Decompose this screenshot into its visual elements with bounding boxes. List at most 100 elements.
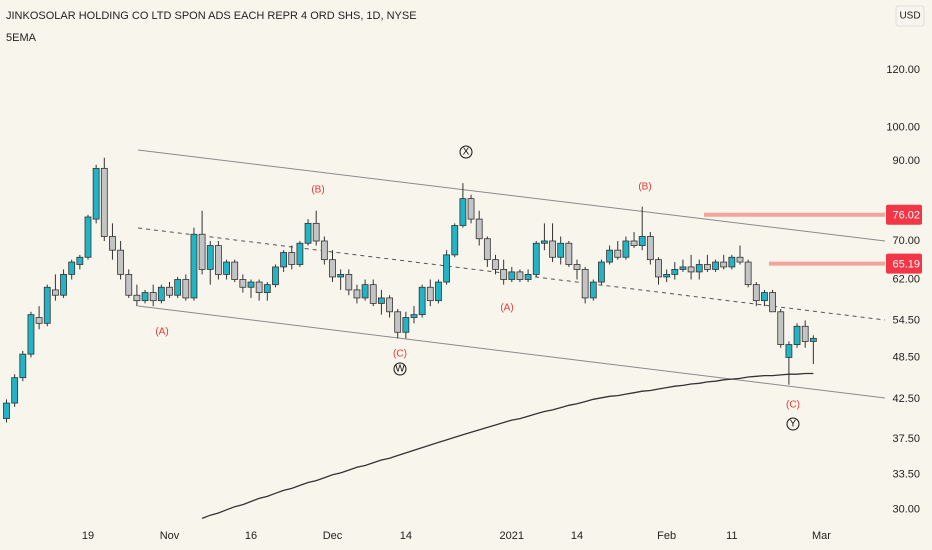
candle-body: [11, 377, 19, 404]
candle-body: [573, 264, 581, 270]
candle-body: [606, 249, 613, 263]
y-tick-label: 48.50: [892, 351, 920, 363]
y-tick-label: 70.00: [892, 235, 920, 247]
candle-body: [793, 325, 801, 345]
candle-body: [769, 292, 776, 313]
candle-body: [312, 222, 320, 242]
candle-body: [752, 284, 760, 302]
x-tick-label: Mar: [812, 530, 831, 542]
candle-body: [728, 256, 736, 268]
y-tick-label: 33.50: [892, 469, 920, 481]
candle-body: [353, 289, 361, 299]
candle-body: [52, 289, 59, 296]
y-tick-label: 42.50: [892, 393, 920, 405]
candle-body: [377, 297, 385, 304]
price-tag-label: 76.02: [892, 210, 920, 222]
candle-body: [475, 218, 483, 240]
plot: [3, 157, 817, 520]
currency-box[interactable]: [895, 5, 925, 27]
candle-body: [426, 286, 434, 302]
candle-body: [720, 261, 728, 268]
candle-body: [532, 242, 540, 275]
candle-body: [247, 281, 255, 288]
candle-body: [337, 274, 345, 278]
candle-body: [190, 233, 198, 299]
x-tick-label: Nov: [160, 530, 180, 542]
candle-body: [125, 274, 133, 296]
candle-body: [467, 198, 475, 220]
wave-label: (A): [500, 303, 513, 314]
x-tick-label: 19: [82, 530, 94, 542]
wave-circle: [459, 145, 473, 159]
candle-body: [329, 259, 336, 278]
y-tick-label: 100.00: [886, 122, 920, 134]
candle-body: [345, 274, 353, 291]
candle-body: [60, 274, 67, 296]
candle-body: [27, 314, 35, 355]
ema-line: [201, 372, 814, 520]
candle-body: [744, 261, 752, 286]
wave-label: Y: [790, 419, 797, 430]
candle-body: [239, 279, 247, 288]
candle-body: [68, 261, 76, 275]
candle-body: [43, 286, 51, 324]
candle-body: [263, 284, 271, 293]
candle-body: [410, 314, 418, 318]
candle-body: [435, 281, 442, 302]
candle-body: [459, 198, 467, 226]
wave-label: (B): [638, 182, 651, 193]
candle-body: [255, 281, 263, 293]
candle-body: [133, 294, 141, 302]
candle-body: [149, 292, 157, 302]
candle-body: [35, 317, 43, 324]
y-tick-label: 54.50: [892, 314, 920, 326]
candle-body: [622, 240, 630, 258]
x-tick-label: 11: [726, 530, 737, 542]
candle-body: [557, 242, 565, 258]
candle-body: [549, 240, 556, 258]
candle-body: [402, 317, 410, 333]
candle-body: [141, 292, 149, 302]
candle-body: [663, 274, 671, 278]
chart-title: JINKOSOLAR HOLDING CO LTD SPON ADS EACH …: [6, 10, 417, 22]
candle-body: [581, 269, 589, 299]
candle-body: [483, 238, 491, 261]
indicator-label: 5EMA: [6, 32, 37, 44]
x-tick-label: 14: [571, 530, 583, 542]
candle-body: [206, 245, 214, 270]
candle-body: [198, 233, 206, 270]
candle-body: [785, 344, 793, 358]
candle-body: [84, 216, 92, 258]
wave-label: (A): [155, 327, 168, 338]
candle-body: [214, 245, 222, 275]
wave-label: (C): [786, 400, 800, 411]
candle-body: [109, 236, 116, 251]
candle-body: [809, 337, 817, 342]
y-tick-label: 120.00: [886, 64, 920, 76]
waves: (A) (B) (C) W X (A) (B) (C) Y: [155, 145, 800, 431]
candle-body: [655, 259, 662, 278]
candle-body: [174, 279, 182, 296]
price-tag: [886, 204, 922, 225]
candle-body: [638, 236, 646, 246]
x-tick-label: 16: [245, 530, 257, 542]
candle-body: [157, 286, 165, 302]
candle-body: [296, 242, 304, 265]
candle-body: [386, 297, 393, 313]
wave-circle: [393, 362, 407, 376]
candle-body: [280, 252, 288, 268]
channel-lower: [137, 305, 886, 399]
candle-body: [231, 261, 239, 280]
channel-upper: [137, 149, 886, 242]
candle-body: [524, 274, 532, 280]
candle-body: [630, 240, 638, 246]
candle-body: [394, 311, 402, 333]
candle-body: [361, 284, 369, 299]
wave-label: (B): [311, 185, 324, 196]
candle-body: [679, 266, 687, 270]
candle-body: [801, 325, 809, 342]
candle-body: [500, 269, 508, 280]
wave-label: (C): [393, 349, 407, 360]
